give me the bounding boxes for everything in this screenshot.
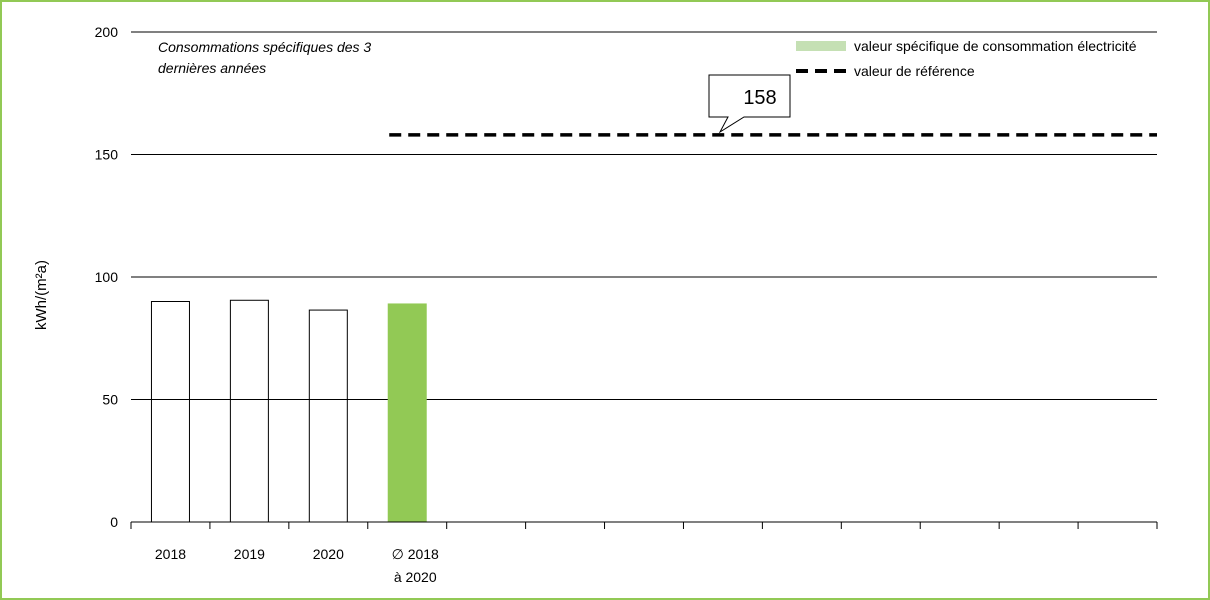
grid-lines — [131, 31, 1157, 400]
y-tick-label: 200 — [95, 24, 119, 40]
x-tick-label: 2018 — [155, 546, 186, 562]
y-tick-label: 50 — [102, 392, 118, 408]
legend-swatch-consumption — [796, 41, 846, 51]
y-tick-label: 0 — [110, 514, 118, 530]
callout-box — [708, 74, 791, 134]
x-tick-label: ∅ 2018 — [392, 546, 439, 562]
y-tick-label: 100 — [95, 269, 119, 285]
bar — [308, 309, 348, 523]
chart-annotation-line2: dernières années — [158, 60, 266, 76]
x-tick-label: 2019 — [234, 546, 265, 562]
x-tick-label: à 2020 — [394, 569, 437, 585]
x-axis-labels: 2018 2019 2020 ∅ 2018 à 2020 — [155, 546, 439, 585]
legend-label-consumption: valeur spécifique de consommation électr… — [854, 38, 1137, 54]
x-axis — [130, 521, 1158, 529]
bar — [229, 299, 269, 523]
chart-annotation-line1: Consommations spécifiques des 3 — [158, 39, 371, 55]
y-axis-ticks: 0 50 100 150 200 — [95, 24, 119, 530]
legend-label-reference: valeur de référence — [854, 63, 975, 79]
reference-value-label: 158 — [743, 87, 776, 109]
bar — [387, 303, 427, 523]
y-tick-label: 150 — [95, 147, 119, 163]
y-axis-title: kWh/(m²a) — [33, 260, 50, 330]
legend: valeur spécifique de consommation électr… — [796, 38, 1137, 79]
bar — [150, 301, 190, 523]
x-tick-label: 2020 — [313, 546, 344, 562]
reference-callout: 158 — [708, 74, 791, 134]
